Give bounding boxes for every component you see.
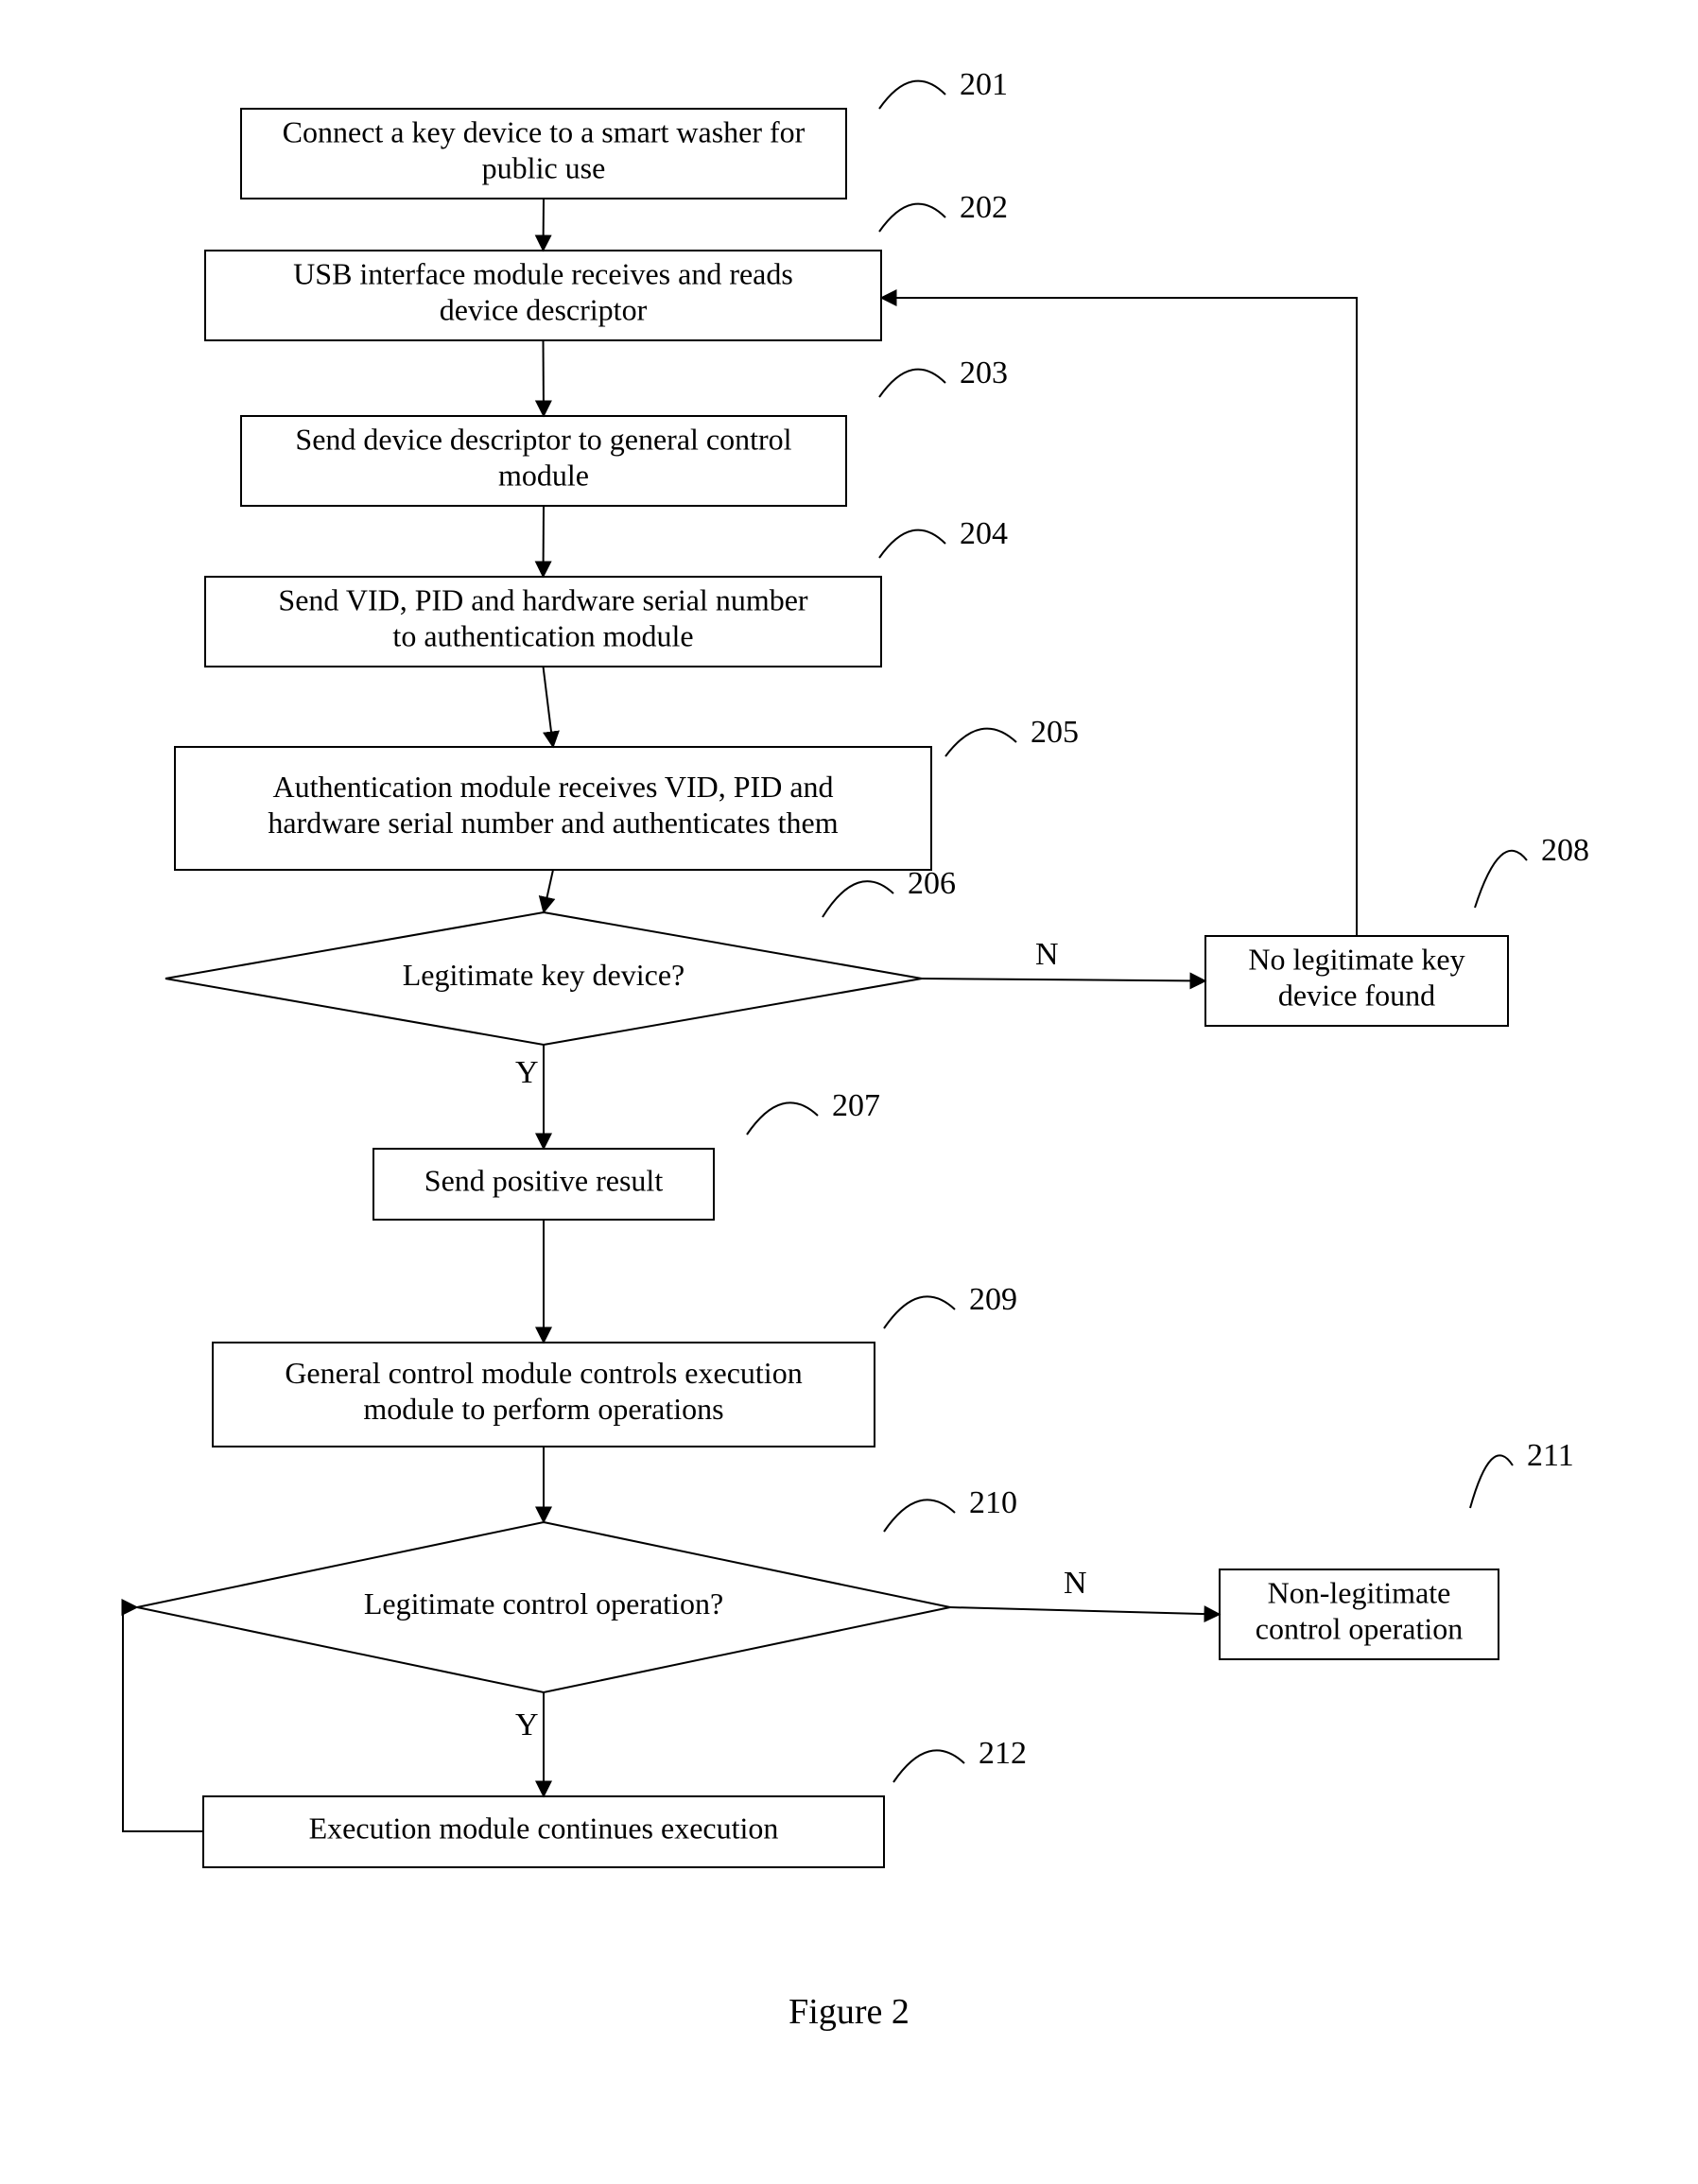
- edge-n202-n203: [544, 340, 545, 416]
- edge-label-n210-n212: Y: [515, 1707, 539, 1742]
- edge-label-n210-n211: N: [1064, 1566, 1087, 1601]
- callout-n201: 201: [960, 67, 1008, 102]
- svg-text:Non-legitimatecontrol operatio: Non-legitimatecontrol operation: [1256, 1576, 1463, 1646]
- node-n212: Execution module continues execution 212: [203, 1736, 1027, 1867]
- feedback-edge-0: [881, 298, 1357, 936]
- node-n210: Legitimate control operation? 210: [137, 1485, 1017, 1692]
- edge-n210-n211: [950, 1607, 1220, 1615]
- callout-n206: 206: [908, 866, 956, 901]
- callout-n209: 209: [969, 1282, 1017, 1317]
- feedback-edge-1: [123, 1607, 203, 1831]
- svg-text:Execution module continues exe: Execution module continues execution: [309, 1811, 779, 1846]
- svg-text:Send VID, PID and hardware ser: Send VID, PID and hardware serial number…: [278, 583, 807, 653]
- svg-text:Send positive result: Send positive result: [424, 1164, 664, 1198]
- node-n201: Connect a key device to a smart washer f…: [241, 67, 1008, 199]
- callout-n203: 203: [960, 355, 1008, 390]
- node-n211: Non-legitimatecontrol operation 211: [1220, 1438, 1574, 1659]
- callout-n211: 211: [1527, 1438, 1574, 1473]
- callout-n205: 205: [1031, 715, 1079, 750]
- edge-n201-n202: [544, 199, 545, 251]
- svg-text:Authentication module receives: Authentication module receives VID, PID …: [268, 770, 838, 840]
- svg-text:Legitimate key device?: Legitimate key device?: [403, 958, 685, 992]
- edge-n206-n208: [922, 979, 1205, 981]
- callout-n204: 204: [960, 516, 1008, 551]
- callout-n212: 212: [979, 1736, 1027, 1771]
- edge-n204-n205: [544, 667, 554, 747]
- node-n208: No legitimate keydevice found 208: [1205, 833, 1589, 1026]
- callout-n207: 207: [832, 1088, 880, 1123]
- edge-n205-n206: [544, 870, 553, 912]
- node-n209: General control module controls executio…: [213, 1282, 1017, 1447]
- svg-text:Legitimate control operation?: Legitimate control operation?: [364, 1586, 723, 1621]
- node-n203: Send device descriptor to general contro…: [241, 355, 1008, 506]
- edge-label-n206-n208: N: [1035, 937, 1059, 972]
- edge-label-n206-n207: Y: [515, 1055, 539, 1090]
- svg-text:Connect a key device to a smar: Connect a key device to a smart washer f…: [283, 115, 806, 185]
- callout-n202: 202: [960, 190, 1008, 225]
- figure-caption: Figure 2: [788, 1992, 910, 2032]
- callout-n208: 208: [1541, 833, 1589, 868]
- svg-text:No legitimate keydevice found: No legitimate keydevice found: [1248, 943, 1464, 1013]
- edge-n203-n204: [544, 506, 545, 577]
- svg-text:General control module control: General control module controls executio…: [285, 1356, 802, 1426]
- svg-text:USB interface module receives: USB interface module receives and readsd…: [293, 257, 793, 327]
- node-n202: USB interface module receives and readsd…: [205, 190, 1008, 340]
- node-n206: Legitimate key device? 206: [165, 866, 956, 1045]
- node-n204: Send VID, PID and hardware serial number…: [205, 516, 1008, 667]
- node-n207: Send positive result 207: [373, 1088, 880, 1220]
- callout-n210: 210: [969, 1485, 1017, 1520]
- node-n205: Authentication module receives VID, PID …: [175, 715, 1079, 870]
- svg-text:Send device descriptor to gene: Send device descriptor to general contro…: [295, 423, 791, 493]
